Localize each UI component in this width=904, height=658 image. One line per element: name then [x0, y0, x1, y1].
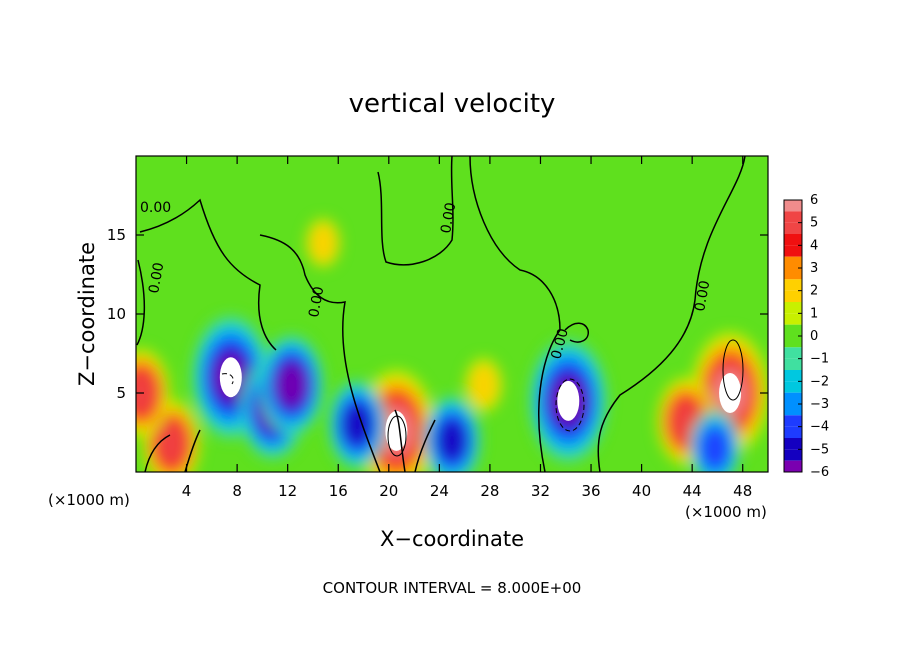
x-tick-label: 4 — [182, 482, 192, 500]
saturated-core — [219, 357, 242, 398]
colorbar-segment — [784, 460, 802, 472]
colorbar-segment — [784, 290, 802, 302]
chart-title: vertical velocity — [349, 89, 556, 119]
colorbar-segment — [784, 222, 802, 234]
contour-label: 0.00 — [548, 327, 572, 361]
colorbar-segment — [784, 438, 802, 450]
x-tick-label: 20 — [379, 482, 398, 500]
colorbar-label: −5 — [810, 442, 829, 457]
colorbar-segment — [784, 324, 802, 336]
contour-label: 0.00 — [140, 200, 171, 216]
y-axis-title: Z−coordinate — [75, 242, 99, 386]
colorbar-label: 6 — [810, 193, 818, 208]
colorbar-segment — [784, 268, 802, 280]
colorbar-label: 0 — [810, 329, 818, 344]
contour-label: 0.00 — [146, 261, 167, 294]
colorbar-segment — [784, 358, 802, 370]
x-tick-label: 24 — [430, 482, 449, 500]
zero-contour-line — [377, 156, 454, 266]
updraft-region — [136, 371, 157, 415]
x-tick-label: 48 — [733, 482, 752, 500]
colorbar-segment — [784, 245, 802, 257]
colorbar-segment — [784, 392, 802, 404]
colorbar-label: −3 — [810, 397, 829, 412]
contour-labels: 0.00 0.00 0.00 0.00 0.00 0.00 — [140, 200, 713, 361]
solid-inner-contours — [387, 339, 744, 457]
x-tick-label: 8 — [232, 482, 242, 500]
x-unit-label-left: (×1000 m) — [48, 491, 130, 509]
x-tick-label: 12 — [278, 482, 297, 500]
y-axis: 5 10 15 — [107, 226, 768, 402]
downdraft-region — [276, 363, 307, 407]
updraft-region — [468, 363, 499, 407]
colorbar-label: −2 — [810, 374, 829, 389]
x-unit-label-right: (×1000 m) — [685, 503, 767, 521]
colorbar-label: 5 — [810, 216, 818, 231]
saturated-core — [557, 380, 580, 421]
dashed-contour — [221, 373, 234, 385]
contour-label: 0.00 — [306, 285, 327, 318]
x-tick-label: 36 — [581, 482, 600, 500]
colorbar-segment — [784, 415, 802, 427]
x-tick-label: 40 — [632, 482, 651, 500]
x-tick-label: 44 — [683, 482, 702, 500]
x-tick-label: 32 — [531, 482, 550, 500]
colorbar-label: −1 — [810, 352, 829, 367]
x-axis-title: X−coordinate — [380, 527, 524, 551]
colorbar-segment — [784, 211, 802, 223]
colorbar-label: 2 — [810, 284, 818, 299]
zero-contour-line — [597, 156, 746, 472]
y-tick-label: 10 — [107, 305, 126, 323]
colorbar-segment — [784, 381, 802, 393]
contour-label: 0.00 — [438, 201, 459, 234]
colorbar-segment — [784, 370, 802, 382]
downdraft-region — [436, 418, 468, 463]
contour-label: 0.00 — [692, 279, 713, 312]
colorbar-segment — [784, 234, 802, 246]
colorbar-segment — [784, 426, 802, 438]
contour-interval-note: CONTOUR INTERVAL = 8.000E+00 — [323, 579, 582, 597]
colorbar-label: −6 — [810, 465, 829, 480]
zero-contour-line — [394, 409, 436, 472]
colorbar-segment — [784, 336, 802, 348]
updraft-region — [308, 222, 338, 264]
colorbar-label: 3 — [810, 261, 818, 276]
colorbar: 6 5 4 3 2 1 0 −1 −2 −3 −4 −5 −6 — [783, 193, 829, 480]
colorbar-segment — [784, 449, 802, 461]
y-tick-label: 15 — [107, 226, 126, 244]
updraft-region — [156, 421, 187, 466]
zero-contour-line — [136, 259, 146, 346]
saturated-core — [719, 373, 742, 413]
zero-contour-line — [564, 322, 589, 343]
y-tick-label: 5 — [116, 384, 126, 402]
downdraft-region — [341, 402, 373, 447]
colorbar-segment — [784, 279, 802, 291]
zero-contour-line — [139, 198, 381, 472]
downdraft-region — [699, 426, 731, 470]
dashed-contours — [221, 373, 585, 432]
colorbar-segment — [784, 347, 802, 359]
colorbar-segment — [784, 302, 802, 314]
zero-contour-line — [469, 156, 561, 472]
x-tick-label: 16 — [329, 482, 348, 500]
dashed-contour — [555, 378, 585, 432]
x-tick-label: 28 — [480, 482, 499, 500]
inner-contour — [722, 339, 744, 401]
colorbar-label: −4 — [810, 420, 829, 435]
colorbar-label: 1 — [810, 306, 818, 321]
colorbar-label: 4 — [810, 238, 818, 253]
x-axis: 4 8 12 16 20 24 28 32 36 40 44 48 — [182, 156, 752, 500]
colorbar-segment — [784, 404, 802, 416]
inner-contour — [387, 415, 407, 457]
colorbar-segment — [784, 200, 802, 212]
colorbar-segment — [784, 313, 802, 325]
colorbar-segment — [784, 256, 802, 268]
